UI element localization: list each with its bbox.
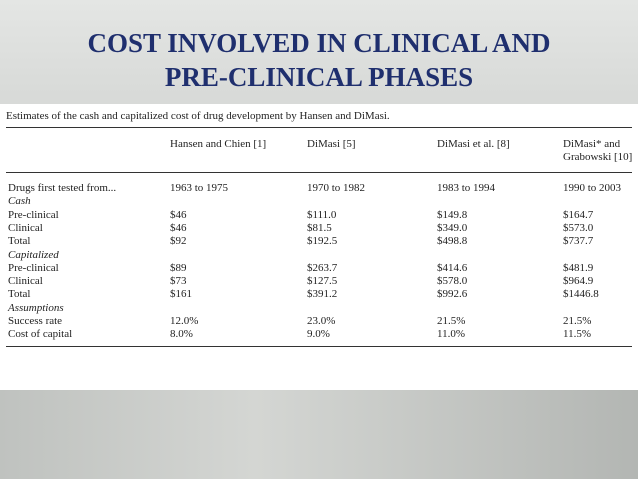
cell: $263.7 [307, 261, 338, 274]
rule [6, 127, 632, 128]
cell: Clinical [8, 221, 43, 234]
cell: $992.6 [437, 288, 468, 301]
cell: Success rate [8, 315, 63, 327]
section-title: Capitalized [8, 248, 59, 261]
cell: $81.5 [307, 221, 332, 234]
cell: 23.0% [307, 315, 336, 327]
cell: $164.7 [563, 208, 594, 221]
cell: $573.0 [563, 221, 594, 234]
cell: Drugs first tested from... [8, 182, 117, 194]
cell: $481.9 [563, 261, 594, 274]
column-header: Hansen and Chien [1] [170, 138, 267, 150]
cell: Total [8, 235, 31, 248]
title-line: COST INVOLVED IN CLINICAL AND [87, 28, 551, 58]
section-title: Assumptions [8, 301, 64, 314]
rule [6, 172, 632, 173]
table-panel: Estimates of the cash and capitalized co… [0, 104, 638, 390]
cell: $111.0 [307, 208, 337, 221]
background-image [0, 390, 638, 479]
cell: 11.0% [437, 328, 466, 341]
cell: Total [8, 288, 31, 301]
cell: 21.5% [437, 315, 466, 327]
cell: $192.5 [307, 235, 338, 248]
cell: Pre-clinical [8, 208, 59, 221]
cell: $92 [170, 235, 187, 248]
cell: $964.9 [563, 275, 594, 288]
cell: Cost of capital [8, 328, 73, 341]
title-line: PRE-CLINICAL PHASES [164, 62, 474, 92]
cell: $89 [170, 261, 187, 274]
caption: Estimates of the cash and capitalized co… [6, 110, 390, 122]
cell: $161 [170, 288, 192, 301]
cell: Clinical [8, 275, 43, 288]
cell: 21.5% [563, 315, 592, 327]
cell: $578.0 [437, 275, 468, 288]
cell: $73 [170, 275, 187, 288]
cell: $737.7 [563, 235, 594, 248]
column-header: DiMasi* and Grabowski [10] [563, 138, 633, 163]
cell: 1983 to 1994 [437, 182, 496, 194]
cell: 1990 to 2003 [563, 182, 622, 194]
rule [6, 345, 632, 347]
cell: 11.5% [563, 328, 592, 341]
column-header: DiMasi et al. [8] [437, 138, 510, 150]
column-header: DiMasi [5] [307, 138, 356, 150]
cell: $391.2 [307, 288, 338, 301]
cell: $1446.8 [563, 288, 599, 301]
cell: $349.0 [437, 221, 468, 234]
cell: 8.0% [170, 328, 193, 341]
cell: $46 [170, 208, 187, 221]
cell: 9.0% [307, 328, 330, 341]
cell: Pre-clinical [8, 261, 59, 274]
cell: $498.8 [437, 235, 468, 248]
cell: $149.8 [437, 208, 468, 221]
slide-title: COST INVOLVED IN CLINICAL AND PRE-CLINIC… [0, 26, 638, 94]
cell: 1963 to 1975 [170, 182, 229, 194]
cell: 1970 to 1982 [307, 182, 366, 194]
cell: $46 [170, 221, 187, 234]
cell: $127.5 [307, 275, 338, 288]
cell: $414.6 [437, 261, 468, 274]
cell: 12.0% [170, 315, 199, 327]
section-title: Cash [8, 195, 31, 208]
